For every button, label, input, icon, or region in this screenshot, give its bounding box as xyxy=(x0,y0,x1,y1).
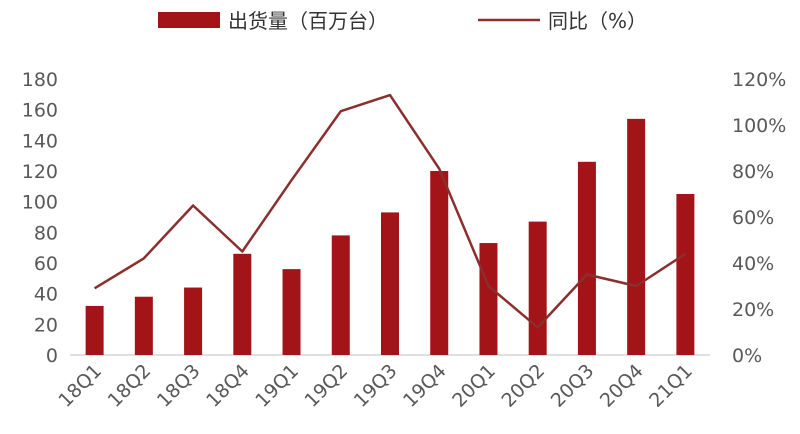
bar xyxy=(627,118,646,355)
bar xyxy=(430,171,449,355)
left-tick-label: 160 xyxy=(22,100,58,122)
left-tick-label: 140 xyxy=(22,130,58,152)
left-tick-label: 180 xyxy=(22,69,58,91)
x-tick-label: 18Q4 xyxy=(202,360,254,412)
left-tick-label: 80 xyxy=(34,222,58,244)
x-tick-label: 18Q2 xyxy=(104,360,156,412)
x-tick-label: 19Q2 xyxy=(301,360,353,412)
legend-bar-swatch xyxy=(158,12,220,28)
right-tick-label: 0% xyxy=(732,345,762,367)
bar xyxy=(85,305,104,355)
bar xyxy=(134,296,153,355)
bar-series xyxy=(85,118,695,355)
x-tick-label: 20Q3 xyxy=(547,360,599,412)
right-tick-label: 80% xyxy=(732,161,774,183)
legend: 出货量（百万台） 同比（%） xyxy=(158,9,647,33)
left-tick-label: 20 xyxy=(34,314,58,336)
left-axis: 0 20 40 60 80 100 120 140 160 180 xyxy=(22,69,58,367)
right-tick-label: 40% xyxy=(732,253,774,275)
x-tick-label: 21Q1 xyxy=(645,360,697,412)
bar xyxy=(233,253,252,355)
bar xyxy=(676,194,695,355)
x-tick-label: 20Q1 xyxy=(448,360,500,412)
x-tick-label: 18Q3 xyxy=(153,360,205,412)
bar xyxy=(184,287,203,355)
line-series xyxy=(93,93,687,329)
left-tick-label: 40 xyxy=(34,284,58,306)
left-tick-label: 60 xyxy=(34,253,58,275)
x-tick-label: 19Q1 xyxy=(251,360,303,412)
x-tick-label: 19Q4 xyxy=(399,360,451,412)
right-tick-label: 100% xyxy=(732,115,786,137)
x-tick-label: 20Q4 xyxy=(596,360,648,412)
right-tick-label: 120% xyxy=(732,69,786,91)
bar xyxy=(282,269,301,355)
bar xyxy=(577,161,596,355)
x-tick-label: 20Q2 xyxy=(497,360,549,412)
bar xyxy=(381,212,399,355)
left-tick-label: 0 xyxy=(46,345,58,367)
right-tick-label: 20% xyxy=(732,299,774,321)
right-tick-label: 60% xyxy=(732,207,774,229)
x-axis: 18Q118Q218Q318Q419Q119Q219Q319Q420Q120Q2… xyxy=(54,360,697,412)
x-tick-label: 19Q3 xyxy=(350,360,402,412)
bar xyxy=(331,235,350,355)
legend-line-label: 同比（%） xyxy=(548,9,647,33)
bar xyxy=(479,243,498,355)
legend-bar-label: 出货量（百万台） xyxy=(228,9,388,33)
left-tick-label: 120 xyxy=(22,161,58,183)
bar xyxy=(528,221,547,355)
x-tick-label: 18Q1 xyxy=(54,360,106,412)
right-axis: 0% 20% 40% 60% 80% 100% 120% xyxy=(732,69,786,367)
left-tick-label: 100 xyxy=(22,192,58,214)
